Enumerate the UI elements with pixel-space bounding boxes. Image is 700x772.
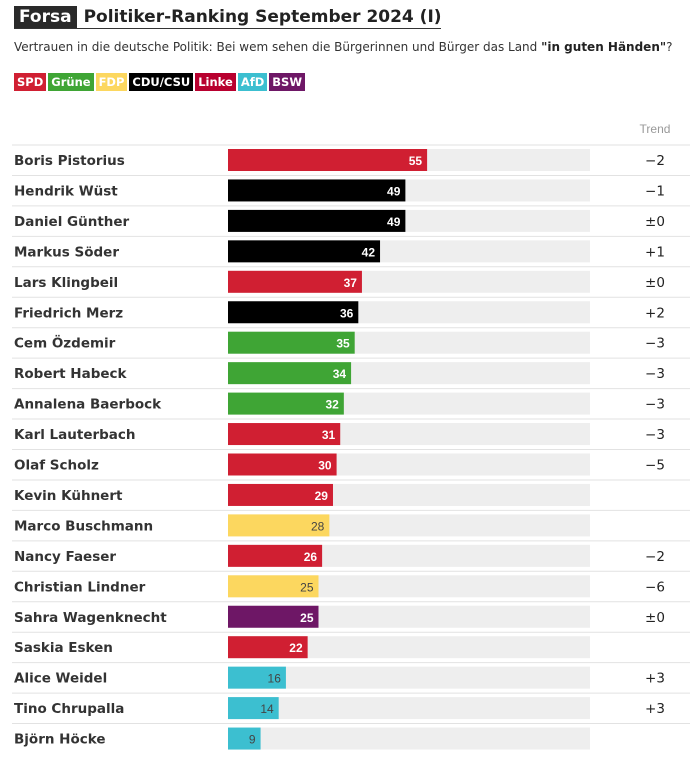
bar-value-label: 29: [315, 489, 329, 503]
trend-value: −3: [645, 397, 665, 413]
chart-subtitle: Vertrauen in die deutsche Politik: Bei w…: [14, 40, 673, 54]
politician-name: Robert Habeck: [14, 366, 128, 382]
bar-nancy-faeser: [228, 544, 323, 567]
legend-item-fdp: FDP: [95, 73, 128, 91]
politician-name: Sahra Wagenknecht: [14, 610, 167, 626]
bar-value-label: 42: [362, 245, 376, 259]
bar-value-label: 32: [325, 398, 339, 412]
bar-track: [228, 666, 590, 689]
politician-name: Cem Özdemir: [14, 334, 116, 352]
politician-name: Annalena Baerbock: [14, 397, 162, 413]
politician-name: Karl Lauterbach: [14, 427, 136, 443]
chart-title: Politiker-Ranking September 2024 (I): [83, 7, 442, 27]
politician-name: Daniel Günther: [14, 214, 130, 230]
bar-annalena-baerbock: [228, 392, 344, 415]
legend-item-afd: AfD: [237, 73, 268, 91]
trend-value: −2: [645, 153, 665, 169]
bar-value-label: 16: [268, 672, 282, 686]
politician-name: Olaf Scholz: [14, 458, 99, 474]
bar-boris-pistorius: [228, 149, 428, 171]
bar-track: [228, 727, 590, 750]
bar-value-label: 37: [344, 276, 358, 290]
subtitle-emphasis: "in guten Händen": [541, 40, 667, 54]
bar-sahra-wagenknecht: [228, 605, 319, 628]
bar-value-label: 14: [260, 702, 274, 716]
politician-name: Boris Pistorius: [14, 153, 125, 169]
bar-marco-buschmann: [228, 514, 330, 537]
trend-value: −1: [645, 183, 665, 199]
trend-value: −5: [645, 458, 665, 474]
trend-value: +3: [645, 671, 665, 687]
politician-name: Hendrik Wüst: [14, 183, 118, 199]
legend-item-spd: SPD: [14, 73, 47, 91]
bar-cem-zdemir: [228, 331, 355, 354]
bar-value-label: 22: [289, 641, 303, 655]
party-legend: SPD Grüne FDP CDU/CSU Linke AfD BSW: [14, 73, 306, 91]
bar-bj-rn-h-cke: [228, 727, 261, 750]
trend-value: −2: [645, 549, 665, 565]
bar-track: [228, 697, 590, 720]
politician-name: Saskia Esken: [14, 640, 113, 656]
bar-karl-lauterbach: [228, 423, 341, 446]
trend-value: −6: [645, 579, 665, 595]
trend-value: −3: [645, 336, 665, 352]
politician-name: Marco Buschmann: [14, 518, 153, 534]
politician-name: Markus Söder: [14, 244, 119, 260]
bar-lars-klingbeil: [228, 270, 362, 293]
title-row: Forsa Politiker-Ranking September 2024 (…: [14, 6, 442, 28]
bar-markus-s-der: [228, 240, 381, 263]
bar-value-label: 55: [409, 154, 423, 168]
trend-value: −3: [645, 366, 665, 382]
trend-value: +1: [645, 244, 665, 260]
bar-value-label: 36: [340, 306, 354, 320]
bar-value-label: 49: [387, 215, 401, 229]
bar-olaf-scholz: [228, 453, 337, 476]
politician-name: Christian Lindner: [14, 579, 146, 595]
bar-hendrik-w-st: [228, 179, 406, 202]
bar-track: [228, 636, 590, 659]
politician-name: Björn Höcke: [14, 732, 106, 748]
politician-name: Kevin Kühnert: [14, 488, 123, 504]
subtitle-text: Vertrauen in die deutsche Politik: Bei w…: [14, 40, 542, 54]
politician-name: Tino Chrupalla: [14, 701, 124, 717]
trend-value: +3: [645, 701, 665, 717]
bar-value-label: 25: [300, 611, 314, 625]
bar-value-label: 26: [304, 550, 318, 564]
trend-value: +2: [645, 305, 665, 321]
politician-name: Nancy Faeser: [14, 549, 116, 565]
legend-item-gr-ne: Grüne: [48, 73, 94, 91]
legend-item-linke: Linke: [195, 73, 236, 91]
trend-value: ±0: [645, 275, 665, 291]
politician-name: Friedrich Merz: [14, 305, 123, 321]
bar-value-label: 30: [318, 459, 332, 473]
bar-daniel-g-nther: [228, 209, 406, 232]
bar-saskia-esken: [228, 636, 308, 659]
trend-value: ±0: [645, 610, 665, 626]
bar-robert-habeck: [228, 362, 352, 385]
bar-friedrich-merz: [228, 301, 359, 324]
brand-logo: Forsa: [14, 6, 77, 28]
trend-header: Trend: [640, 122, 671, 136]
subtitle-suffix: ?: [666, 40, 673, 54]
bar-christian-lindner: [228, 575, 319, 598]
politician-name: Alice Weidel: [14, 671, 107, 687]
legend-item-bsw: BSW: [269, 73, 306, 91]
bar-value-label: 9: [249, 733, 256, 747]
trend-value: −3: [645, 427, 665, 443]
bar-kevin-k-hnert: [228, 483, 333, 506]
bar-value-label: 34: [333, 367, 347, 381]
trend-value: ±0: [645, 214, 665, 230]
legend-item-cdu-csu: CDU/CSU: [129, 73, 194, 91]
bar-value-label: 31: [322, 428, 336, 442]
title-underline: [14, 28, 441, 29]
bar-alice-weidel: [228, 666, 286, 689]
bar-value-label: 28: [311, 519, 325, 533]
bar-value-label: 35: [336, 337, 350, 351]
politician-name: Lars Klingbeil: [14, 275, 118, 291]
bar-tino-chrupalla: [228, 697, 279, 720]
bar-value-label: 49: [387, 184, 401, 198]
bar-value-label: 25: [300, 580, 314, 594]
